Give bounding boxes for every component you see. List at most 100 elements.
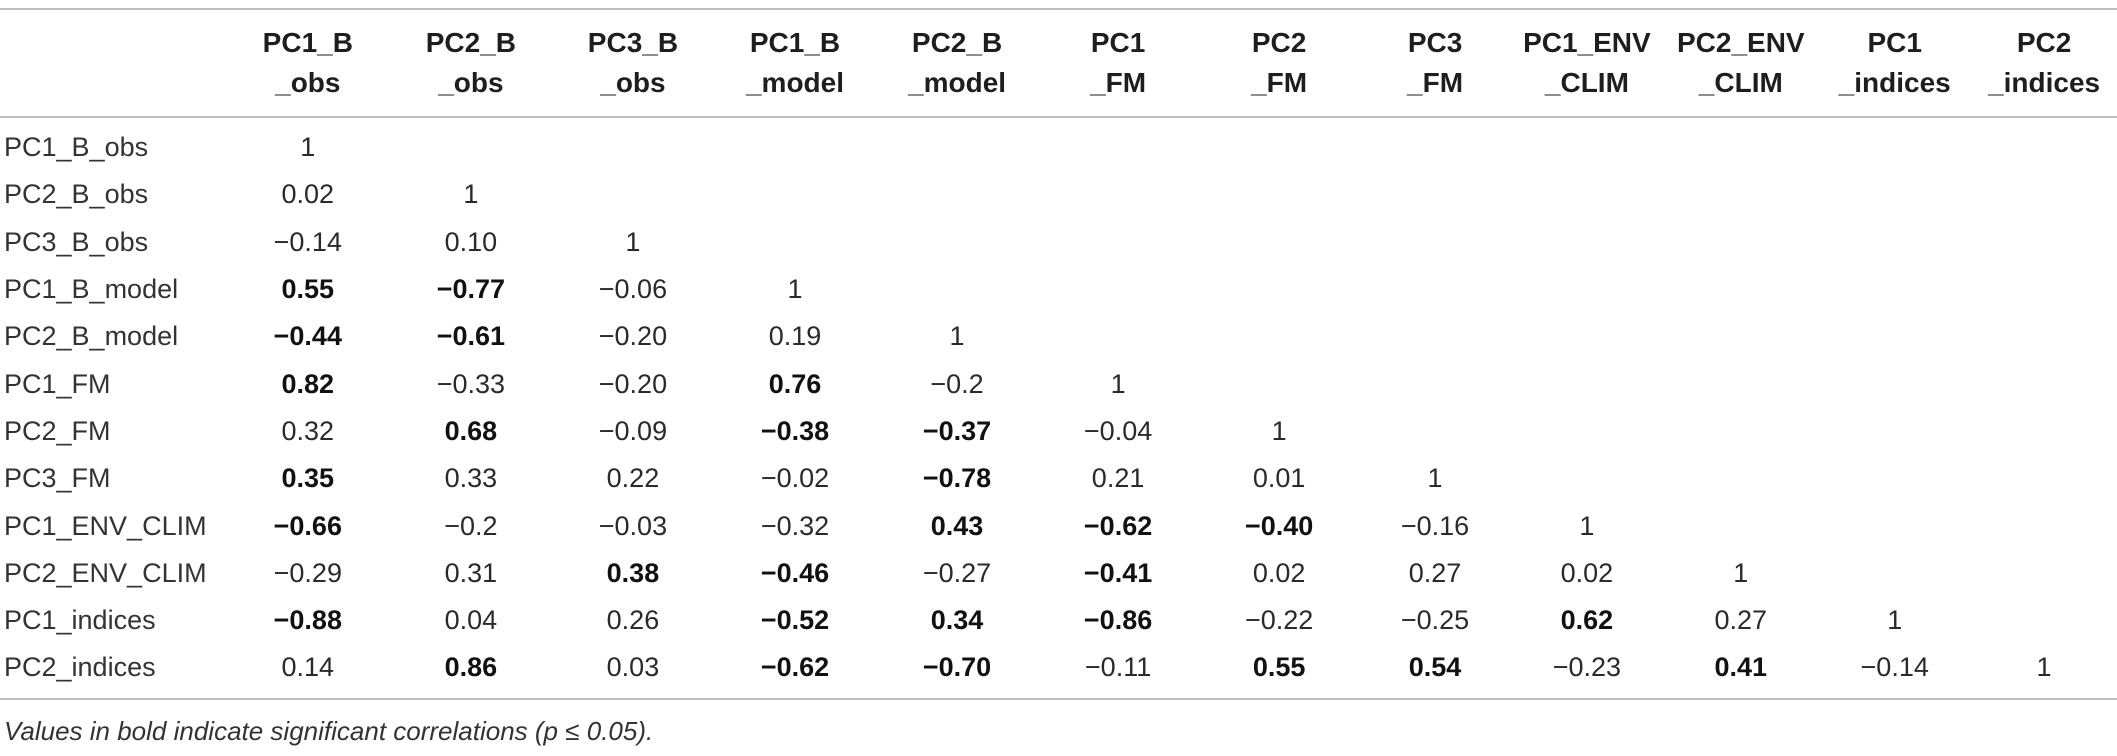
correlation-cell: 0.32 [281, 415, 335, 446]
correlation-cell: −0.44 [273, 321, 342, 352]
correlation-cell: −0.20 [598, 321, 668, 352]
empty-cell [1199, 313, 1360, 360]
empty-cell [1199, 360, 1360, 407]
column-header-line2: _CLIM [1544, 67, 1629, 98]
empty-cell [1360, 219, 1511, 266]
correlation-cell: −0.2 [444, 510, 498, 541]
correlation-cell: −0.32 [760, 510, 830, 541]
column-header-line2: _CLIM [1698, 67, 1783, 98]
correlation-cell: −0.2 [930, 368, 984, 399]
correlation-cell: 0.26 [606, 605, 660, 636]
correlation-cell: 0.02 [1560, 557, 1614, 588]
empty-cell [1818, 550, 1971, 597]
correlation-cell: 1 [1887, 605, 1903, 636]
correlation-cell: 0.34 [930, 605, 984, 636]
table-row: PC2_B_model −0.44 −0.61 −0.20 0.19 1 [0, 313, 2117, 360]
table-row: PC2_B_obs 0.02 1 [0, 171, 2117, 218]
row-label: PC1_indices [4, 605, 156, 636]
empty-cell [877, 266, 1038, 313]
column-header-line1: PC2_B [425, 27, 517, 58]
correlation-cell: −0.20 [598, 368, 668, 399]
empty-cell [1360, 117, 1511, 171]
correlation-cell: −0.33 [436, 368, 506, 399]
column-header-line1: PC2_B [911, 27, 1003, 58]
correlation-cell: 0.82 [281, 368, 335, 399]
empty-cell [1038, 313, 1199, 360]
table-row: PC1_B_model 0.55 −0.77 −0.06 1 [0, 266, 2117, 313]
correlation-cell: 1 [2036, 652, 2052, 683]
empty-cell [1818, 408, 1971, 455]
column-header: PC1_ENV _CLIM [1510, 9, 1664, 118]
correlation-cell: −0.11 [1084, 652, 1152, 683]
empty-cell [1971, 360, 2117, 407]
correlation-cell: −0.03 [598, 510, 668, 541]
column-header: PC3 _FM [1359, 9, 1511, 118]
correlation-cell: 0.01 [1252, 463, 1306, 494]
correlation-cell: 0.76 [768, 368, 822, 399]
empty-cell [1199, 117, 1360, 171]
correlation-cell: 1 [949, 321, 965, 352]
empty-cell [1663, 455, 1818, 502]
table-row: PC1_FM 0.82 −0.33 −0.20 0.76 −0.2 1 [0, 360, 2117, 407]
column-header: PC1_B _obs [226, 9, 390, 118]
correlation-cell: 0.27 [1714, 605, 1768, 636]
row-label: PC1_FM [4, 368, 111, 399]
column-header: PC2_B _obs [389, 9, 553, 118]
empty-cell [1971, 266, 2117, 313]
empty-cell [1038, 219, 1199, 266]
empty-cell [1038, 266, 1199, 313]
empty-cell [1510, 171, 1663, 218]
empty-cell [1818, 360, 1971, 407]
empty-cell [1510, 360, 1663, 407]
correlation-cell: 0.62 [1560, 605, 1614, 636]
correlation-cell: 1 [625, 226, 641, 257]
correlation-cell: −0.86 [1083, 605, 1153, 636]
column-header-line1: PC1 [1867, 27, 1922, 58]
empty-cell [1663, 313, 1818, 360]
correlation-cell: −0.25 [1400, 605, 1470, 636]
column-header-line1: PC3_B [587, 27, 679, 58]
empty-cell [1510, 266, 1663, 313]
empty-cell [713, 219, 876, 266]
empty-cell [1818, 266, 1971, 313]
row-label: PC1_ENV_CLIM [4, 510, 207, 541]
correlation-cell: −0.41 [1083, 557, 1153, 588]
column-header-line1: PC1_B [262, 27, 353, 58]
table-body: PC1_B_obs 1 PC2_B_obs 0.02 1 PC3_B_obs −0.14 0.… [0, 117, 2117, 699]
correlation-cell: 1 [787, 274, 803, 305]
empty-cell [1510, 408, 1663, 455]
row-label: PC2_B_model [4, 321, 179, 352]
correlation-cell: 1 [463, 179, 479, 210]
correlation-cell: −0.78 [922, 463, 992, 494]
correlation-cell: −0.37 [922, 415, 992, 446]
correlation-cell: −0.22 [1244, 605, 1314, 636]
column-header-line2: _indices [1838, 67, 1951, 98]
empty-cell [1818, 171, 1971, 218]
correlation-cell: 0.14 [281, 652, 335, 683]
correlation-table: PC1_B _obs PC2_B _obs PC3_B _obs PC1_B _model PC… [0, 8, 2117, 700]
column-header-line1: PC1 [1090, 27, 1146, 58]
empty-cell [1971, 171, 2117, 218]
empty-cell [1663, 408, 1818, 455]
header-corner [0, 9, 227, 118]
column-header-line2: _model [908, 67, 1007, 98]
empty-cell [713, 117, 876, 171]
correlation-cell: 0.19 [768, 321, 822, 352]
column-header-line2: _FM [1251, 67, 1308, 98]
table-row: PC2_indices 0.14 0.86 0.03 −0.62 −0.70 −0.11 0.… [0, 644, 2117, 698]
correlation-cell: 0.33 [444, 463, 498, 494]
empty-cell [1818, 219, 1971, 266]
correlation-cell: 0.55 [281, 274, 335, 305]
correlation-cell: −0.62 [1083, 510, 1153, 541]
empty-cell [1971, 408, 2117, 455]
table-row: PC1_B_obs 1 [0, 117, 2117, 171]
correlation-cell: 0.04 [444, 605, 498, 636]
correlation-cell: 1 [1271, 415, 1287, 446]
empty-cell [1199, 219, 1360, 266]
table-row: PC2_ENV_CLIM −0.29 0.31 0.38 −0.46 −0.27 −0.41… [0, 550, 2117, 597]
empty-cell [1510, 455, 1663, 502]
empty-cell [1663, 502, 1818, 549]
correlation-cell: 1 [300, 132, 316, 163]
table-header: PC1_B _obs PC2_B _obs PC3_B _obs PC1_B _model PC… [0, 9, 2117, 118]
